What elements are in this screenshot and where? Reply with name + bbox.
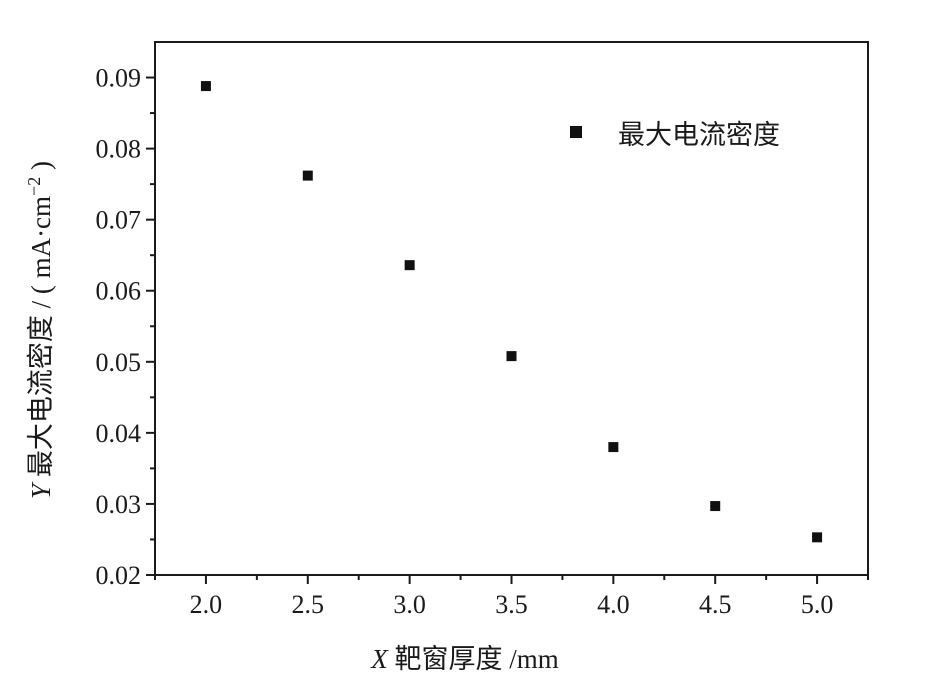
data-point [710, 501, 721, 512]
y-tick-label: 0.09 [96, 64, 142, 93]
y-tick-label: 0.06 [96, 277, 142, 306]
legend-label: 最大电流密度 [618, 120, 780, 151]
y-tick-label: 0.04 [96, 419, 142, 448]
data-point [506, 351, 517, 362]
x-axis: 2.0 2.5 3.0 3.5 4.0 4.5 5.0 [154, 575, 869, 619]
x-tick-label: 5.0 [801, 590, 834, 619]
data-point [302, 170, 313, 181]
data-point [608, 442, 619, 453]
x-tick-label: 2.5 [292, 590, 325, 619]
x-tick-label: 3.0 [393, 590, 426, 619]
data-point [812, 532, 823, 543]
legend-marker [570, 126, 582, 138]
x-tick-label: 4.5 [699, 590, 732, 619]
legend: 最大电流密度 [570, 120, 780, 151]
y-tick-label: 0.03 [96, 490, 142, 519]
y-tick-label: 0.02 [96, 561, 142, 590]
y-tick-label: 0.05 [96, 348, 142, 377]
y-tick-label: 0.08 [96, 135, 142, 164]
y-axis-title: Y 最大电流密度 / ( mA·cm−2 ) [24, 161, 56, 499]
data-point [404, 260, 415, 271]
x-tick-label: 3.5 [495, 590, 528, 619]
x-tick-label: 4.0 [597, 590, 630, 619]
y-tick-label: 0.07 [96, 206, 142, 235]
x-axis-title: X 靶窗厚度 /mm [370, 644, 559, 674]
data-points [200, 81, 823, 543]
data-point [200, 81, 211, 92]
y-axis: 0.02 0.03 0.04 0.05 0.06 0.07 0.08 0.09 [96, 64, 155, 590]
x-tick-label: 2.0 [190, 590, 223, 619]
